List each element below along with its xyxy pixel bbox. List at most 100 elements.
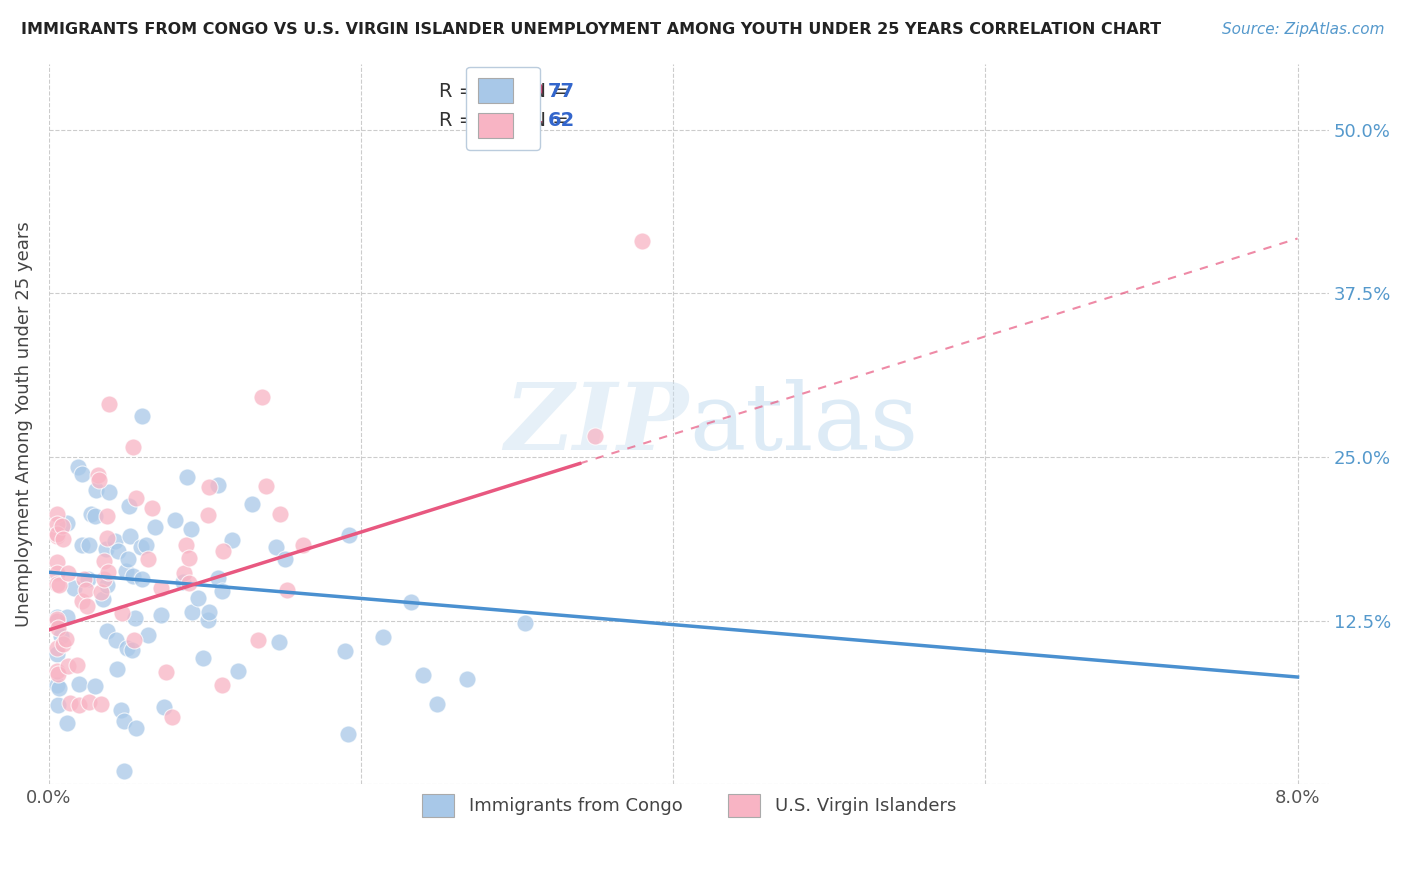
Point — [55, 715, 77, 730]
Point — [93, 554, 115, 568]
Point — [221, 533, 243, 548]
Point — [254, 479, 277, 493]
Point — [197, 508, 219, 522]
Text: 0.284: 0.284 — [475, 111, 544, 130]
Point — [63, 581, 86, 595]
Point — [45, 529, 67, 543]
Point — [45, 648, 67, 662]
Point — [49, 629, 72, 643]
Point — [207, 571, 229, 585]
Text: 62: 62 — [548, 111, 575, 130]
Point — [122, 632, 145, 647]
Point — [276, 582, 298, 597]
Point — [45, 566, 67, 581]
Point — [77, 695, 100, 709]
Point — [70, 467, 93, 481]
Point — [264, 540, 287, 554]
Point — [107, 543, 129, 558]
Point — [77, 573, 100, 587]
Point — [134, 538, 156, 552]
Point — [84, 679, 107, 693]
Point — [66, 658, 89, 673]
Point — [96, 578, 118, 592]
Point — [112, 714, 135, 728]
Point — [46, 698, 69, 712]
Point — [198, 605, 221, 619]
Point — [75, 583, 97, 598]
Point — [121, 441, 143, 455]
Point — [104, 632, 127, 647]
Point — [412, 668, 434, 682]
Point — [269, 507, 291, 521]
Point — [98, 397, 121, 411]
Point — [122, 569, 145, 583]
Point — [59, 696, 82, 710]
Point — [46, 667, 69, 681]
Point — [45, 609, 67, 624]
Point — [48, 681, 70, 695]
Point — [96, 624, 118, 638]
Text: IMMIGRANTS FROM CONGO VS U.S. VIRGIN ISLANDER UNEMPLOYMENT AMONG YOUTH UNDER 25 : IMMIGRANTS FROM CONGO VS U.S. VIRGIN ISL… — [21, 22, 1161, 37]
Point — [45, 576, 67, 591]
Point — [96, 531, 118, 545]
Point — [114, 564, 136, 578]
Point — [160, 709, 183, 723]
Point — [56, 659, 79, 673]
Point — [72, 573, 94, 587]
Point — [87, 468, 110, 483]
Point — [337, 528, 360, 542]
Point — [89, 473, 111, 487]
Point — [97, 565, 120, 579]
Point — [111, 606, 134, 620]
Point — [52, 637, 75, 651]
Point — [373, 631, 395, 645]
Point — [45, 613, 67, 627]
Point — [66, 460, 89, 475]
Point — [56, 566, 79, 580]
Point — [124, 611, 146, 625]
Point — [46, 527, 69, 541]
Point — [193, 651, 215, 665]
Point — [212, 544, 235, 558]
Point — [45, 507, 67, 521]
Point — [93, 572, 115, 586]
Point — [211, 678, 233, 692]
Point — [110, 702, 132, 716]
Point — [150, 582, 173, 596]
Point — [583, 428, 606, 442]
Point — [181, 606, 204, 620]
Point — [177, 551, 200, 566]
Point — [80, 507, 103, 521]
Point — [176, 470, 198, 484]
Point — [96, 509, 118, 524]
Point — [45, 517, 67, 532]
Point — [136, 552, 159, 566]
Point — [107, 662, 129, 676]
Point — [118, 529, 141, 543]
Point — [291, 539, 314, 553]
Point — [55, 632, 77, 646]
Point — [152, 700, 174, 714]
Point — [337, 727, 360, 741]
Text: R =: R = — [439, 111, 482, 130]
Point — [273, 552, 295, 566]
Point — [174, 538, 197, 552]
Point — [131, 409, 153, 423]
Point — [45, 555, 67, 569]
Point — [46, 621, 69, 635]
Point — [426, 697, 449, 711]
Point — [48, 578, 70, 592]
Point — [198, 480, 221, 494]
Point — [226, 665, 249, 679]
Point — [79, 538, 101, 552]
Point — [267, 635, 290, 649]
Point — [72, 538, 94, 552]
Point — [56, 609, 79, 624]
Point — [67, 677, 90, 691]
Point — [46, 678, 69, 692]
Point — [45, 612, 67, 626]
Text: N =: N = — [519, 82, 575, 101]
Point — [121, 643, 143, 657]
Y-axis label: Unemployment Among Youth under 25 years: Unemployment Among Youth under 25 years — [15, 221, 32, 627]
Point — [125, 491, 148, 506]
